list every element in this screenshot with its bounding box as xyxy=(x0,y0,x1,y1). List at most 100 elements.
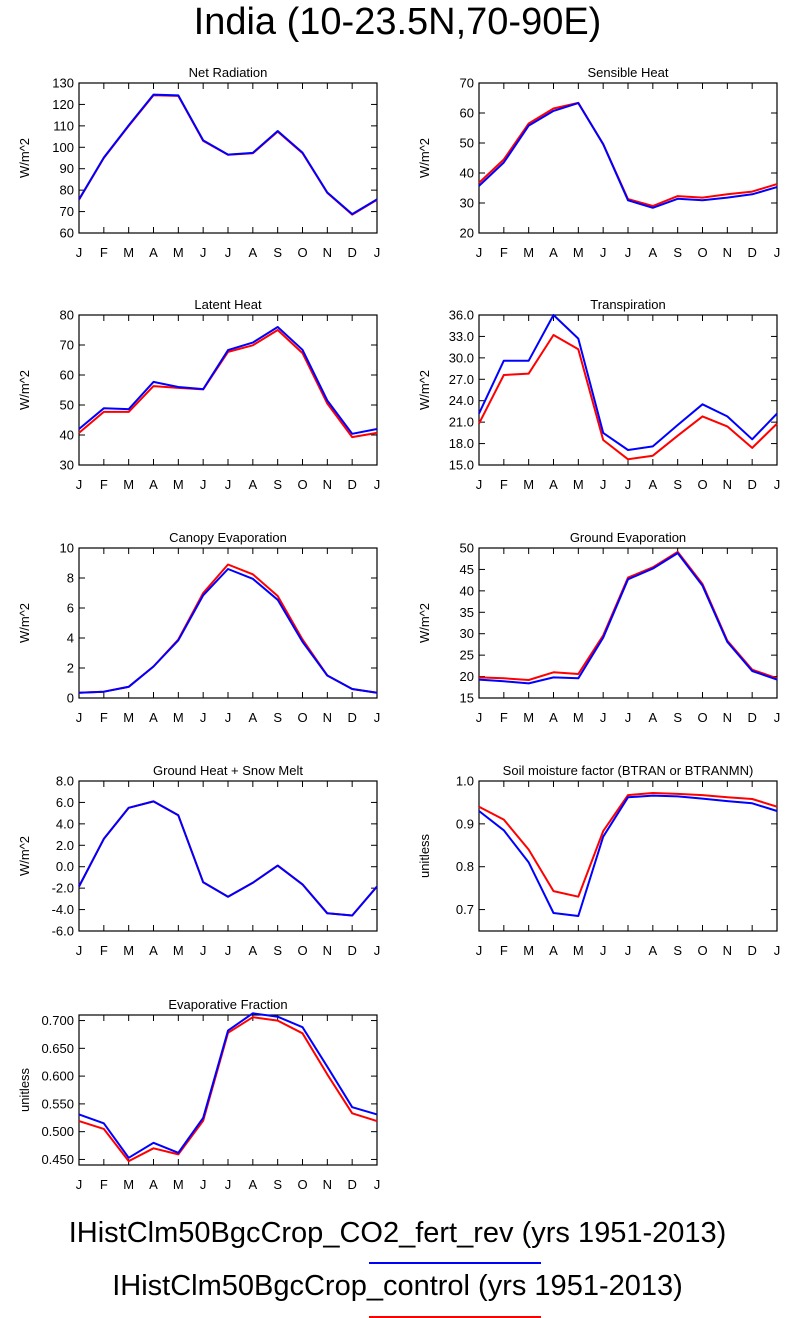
y-tick-label: 15 xyxy=(460,691,474,706)
chart-title: Canopy Evaporation xyxy=(169,530,287,545)
x-tick-label: M xyxy=(123,943,134,958)
x-tick-label: F xyxy=(100,245,108,260)
x-tick-label: J xyxy=(374,1177,381,1192)
y-tick-label: 20 xyxy=(460,226,474,241)
x-tick-label: N xyxy=(323,710,332,725)
x-tick-label: J xyxy=(625,245,632,260)
y-axis-label: unitless xyxy=(417,833,432,878)
x-tick-label: M xyxy=(523,710,534,725)
series-line-1 xyxy=(78,800,378,917)
y-tick-label: 0.450 xyxy=(41,1152,74,1167)
legend-label-b: IHistClm50BgcCrop_control (yrs 1951-2013… xyxy=(112,1270,683,1302)
x-tick-label: A xyxy=(248,710,257,725)
x-tick-label: O xyxy=(297,477,307,492)
x-tick-label: S xyxy=(673,245,682,260)
y-tick-label: 8 xyxy=(67,571,74,586)
x-tick-label: J xyxy=(200,1177,207,1192)
y-tick-label: 70 xyxy=(60,204,74,219)
x-tick-label: J xyxy=(600,245,607,260)
x-tick-label: M xyxy=(173,710,184,725)
series-line-1 xyxy=(478,550,778,681)
y-tick-label: 15.0 xyxy=(449,458,474,473)
x-tick-label: J xyxy=(774,943,781,958)
x-tick-label: J xyxy=(225,943,232,958)
plot-frame xyxy=(78,547,378,699)
chart-title: Soil moisture factor (BTRAN or BTRANMN) xyxy=(503,763,754,778)
x-tick-label: A xyxy=(149,710,158,725)
y-tick-label: 18.0 xyxy=(449,436,474,451)
y-tick-label: 30 xyxy=(60,458,74,473)
y-tick-label: 70 xyxy=(460,76,474,91)
x-tick-label: O xyxy=(697,710,707,725)
x-tick-label: F xyxy=(500,245,508,260)
plot-frame xyxy=(78,82,378,234)
x-tick-label: M xyxy=(523,477,534,492)
x-tick-label: D xyxy=(747,710,756,725)
chart-panel-8: Soil moisture factor (BTRAN or BTRANMN) u… xyxy=(417,763,780,958)
x-tick-label: J xyxy=(374,943,381,958)
x-tick-label: D xyxy=(347,943,356,958)
y-axis-label: W/m^2 xyxy=(17,603,32,643)
x-tick-label: A xyxy=(549,710,558,725)
y-tick-label: 50 xyxy=(460,136,474,151)
x-tick-label: O xyxy=(297,1177,307,1192)
y-tick-label: 4 xyxy=(67,631,74,646)
y-tick-label: 6.0 xyxy=(56,795,74,810)
x-tick-label: M xyxy=(123,477,134,492)
plot-frame xyxy=(478,82,778,234)
x-tick-label: O xyxy=(697,477,707,492)
series-line-1 xyxy=(478,101,778,207)
y-axis-label: W/m^2 xyxy=(417,370,432,410)
x-tick-label: J xyxy=(225,1177,232,1192)
plot-frame xyxy=(78,780,378,932)
series-line-2 xyxy=(478,102,778,209)
chart-title: Net Radiation xyxy=(189,65,268,80)
main-title: India (10-23.5N,70-90E) xyxy=(193,1,602,43)
y-tick-label: 40 xyxy=(60,428,74,443)
x-tick-label: J xyxy=(476,245,483,260)
x-tick-label: J xyxy=(476,710,483,725)
series-line-2 xyxy=(78,800,378,917)
y-tick-label: 4.0 xyxy=(56,816,74,831)
x-tick-label: M xyxy=(173,245,184,260)
x-tick-label: A xyxy=(248,245,257,260)
y-tick-label: 36.0 xyxy=(449,308,474,323)
x-tick-label: D xyxy=(347,1177,356,1192)
legend-line-b xyxy=(369,1316,541,1318)
y-axis-label: unitless xyxy=(17,1067,32,1112)
x-tick-label: N xyxy=(323,477,332,492)
x-tick-label: J xyxy=(200,710,207,725)
y-axis-label: W/m^2 xyxy=(17,370,32,410)
y-tick-label: 120 xyxy=(52,97,74,112)
x-tick-label: S xyxy=(273,245,282,260)
x-tick-label: M xyxy=(573,477,584,492)
x-tick-label: S xyxy=(673,943,682,958)
y-tick-label: 21.0 xyxy=(449,415,474,430)
y-tick-label: 0.500 xyxy=(41,1124,74,1139)
x-tick-label: N xyxy=(723,245,732,260)
x-tick-label: J xyxy=(600,477,607,492)
y-tick-label: 90 xyxy=(60,161,74,176)
y-tick-label: 30.0 xyxy=(449,350,474,365)
y-tick-label: -4.0 xyxy=(52,902,74,917)
x-tick-label: A xyxy=(549,943,558,958)
x-tick-label: D xyxy=(347,245,356,260)
y-tick-label: 80 xyxy=(60,308,74,323)
series-line-1 xyxy=(78,563,378,694)
plot-frame xyxy=(478,314,778,466)
plot-frame xyxy=(478,547,778,699)
chart-title: Transpiration xyxy=(590,297,665,312)
x-tick-label: D xyxy=(347,710,356,725)
x-tick-label: J xyxy=(225,477,232,492)
x-tick-label: O xyxy=(697,245,707,260)
y-tick-label: 30 xyxy=(460,626,474,641)
legend-line-a xyxy=(369,1262,541,1264)
x-tick-label: F xyxy=(100,477,108,492)
x-tick-label: J xyxy=(476,943,483,958)
y-tick-label: 80 xyxy=(60,183,74,198)
